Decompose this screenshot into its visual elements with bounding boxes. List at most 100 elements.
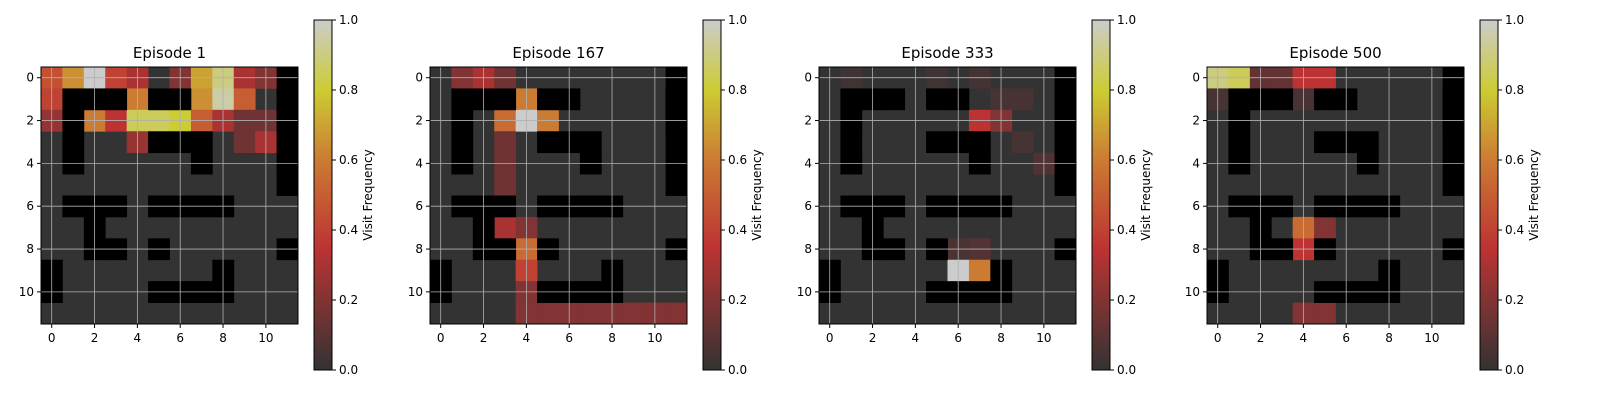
- colorbar-tick-label: 0.6: [728, 153, 747, 167]
- panel-4: Episode 500 0 2 4 6 8 10 0 2 4 6 8 10 0.0 0.2 0.4 0.6 0.8…: [1185, 13, 1541, 377]
- x-tick-label: 8: [997, 331, 1005, 345]
- colorbar-label: Visit Frequency: [361, 149, 375, 240]
- x-tick-label: 8: [608, 331, 616, 345]
- x-tick-label: 8: [1385, 331, 1393, 345]
- colorbar-tick-label: 0.6: [1117, 153, 1136, 167]
- maze-wall: [190, 131, 213, 154]
- y-tick-label: 4: [415, 156, 423, 170]
- colorbar-label: Visit Frequency: [1527, 149, 1541, 240]
- maze-wall: [62, 88, 85, 111]
- axes-frame: [1206, 66, 1465, 325]
- panel-2: Episode 167 0 2 4 6 8 10 0 2 4 6 8 10 0.0 0.2 0.4 0.6 0.8…: [408, 13, 764, 377]
- colorbar: 0.0 0.2 0.4 0.6 0.8 1.0 Visit Frequency: [1091, 13, 1153, 377]
- maze-wall: [1054, 131, 1077, 154]
- y-tick-label: 6: [1192, 199, 1200, 213]
- colorbar: 0.0 0.2 0.4 0.6 0.8 1.0 Visit Frequency: [702, 13, 764, 377]
- y-tick-label: 10: [19, 285, 34, 299]
- maze-wall: [276, 88, 299, 111]
- maze-wall: [968, 131, 991, 154]
- x-tick-label: 0: [48, 331, 56, 345]
- colorbar-tick-label: 1.0: [728, 13, 747, 27]
- maze-wall: [1054, 88, 1077, 111]
- colorbar-tick-label: 0.0: [728, 363, 747, 377]
- y-tick-label: 4: [1192, 156, 1200, 170]
- colorbar-tick-label: 0.0: [1117, 363, 1136, 377]
- panel-title: Episode 167: [512, 44, 604, 62]
- heat-cell: [968, 259, 991, 282]
- maze-wall: [276, 174, 299, 196]
- y-tick-label: 2: [804, 114, 812, 128]
- maze-wall: [926, 131, 948, 154]
- x-tick-label: 2: [1257, 331, 1265, 345]
- heat-cell: [1314, 302, 1336, 325]
- colorbar-gradient: [1479, 19, 1499, 371]
- maze-wall: [665, 131, 688, 154]
- maze-wall: [148, 88, 170, 111]
- y-tick-label: 0: [26, 71, 34, 85]
- x-tick-label: 4: [523, 331, 531, 345]
- colorbar-tick-label: 0.4: [1117, 223, 1136, 237]
- maze-wall: [451, 131, 474, 154]
- y-tick-label: 2: [415, 114, 423, 128]
- colorbar-tick-label: 0.2: [339, 293, 358, 307]
- x-tick-label: 4: [134, 331, 142, 345]
- colorbar-gradient: [1091, 19, 1111, 371]
- axes-frame: [818, 66, 1077, 325]
- y-tick-label: 10: [408, 285, 423, 299]
- heat-cell: [665, 302, 688, 325]
- colorbar-tick-label: 0.2: [728, 293, 747, 307]
- x-tick-label: 6: [565, 331, 573, 345]
- y-tick-label: 2: [1192, 114, 1200, 128]
- colorbar-tick-label: 1.0: [1117, 13, 1136, 27]
- heat-cell: [494, 131, 517, 154]
- colorbar-tick-label: 0.8: [1117, 83, 1136, 97]
- heat-cell: [233, 131, 256, 154]
- x-tick-label: 2: [869, 331, 877, 345]
- x-tick-label: 10: [1036, 331, 1051, 345]
- maze-wall: [840, 131, 863, 154]
- heat-cell: [494, 174, 517, 196]
- x-tick-label: 6: [954, 331, 962, 345]
- y-tick-label: 0: [415, 71, 423, 85]
- maze-wall: [1314, 88, 1336, 111]
- colorbar-tick-label: 0.0: [339, 363, 358, 377]
- colorbar-label: Visit Frequency: [750, 149, 764, 240]
- y-tick-label: 10: [1185, 285, 1200, 299]
- maze-wall: [62, 131, 85, 154]
- x-tick-label: 2: [91, 331, 99, 345]
- heat-cell: [1011, 88, 1034, 111]
- y-tick-label: 6: [804, 199, 812, 213]
- heat-cell: [1011, 131, 1034, 154]
- maze-wall: [1271, 88, 1294, 111]
- colorbar-gradient: [702, 19, 722, 371]
- colorbar-tick-label: 0.2: [1117, 293, 1136, 307]
- x-tick-label: 6: [1342, 331, 1350, 345]
- maze-wall: [537, 131, 559, 154]
- maze-wall: [105, 88, 128, 111]
- y-tick-label: 2: [26, 114, 34, 128]
- maze-wall: [148, 131, 170, 154]
- x-tick-label: 0: [1214, 331, 1222, 345]
- colorbar-gradient: [313, 19, 333, 371]
- maze-wall: [665, 174, 688, 196]
- colorbar-tick-label: 0.6: [339, 153, 358, 167]
- maze-wall: [883, 88, 906, 111]
- maze-wall: [494, 88, 517, 111]
- colorbar-tick-label: 1.0: [1505, 13, 1524, 27]
- y-tick-label: 0: [1192, 71, 1200, 85]
- colorbar-tick-label: 0.0: [1505, 363, 1524, 377]
- axes-frame: [429, 66, 688, 325]
- heat-cell: [622, 302, 645, 325]
- y-tick-label: 8: [26, 242, 34, 256]
- colorbar: 0.0 0.2 0.4 0.6 0.8 1.0 Visit Frequency: [313, 13, 375, 377]
- y-tick-label: 4: [26, 156, 34, 170]
- x-tick-label: 4: [912, 331, 920, 345]
- x-tick-label: 0: [437, 331, 445, 345]
- panel-1: Episode 1 0 2 4 6 8 10 0 2 4 6 8 10 0.0 0.2 0.4 0.6 0.8 1.…: [19, 13, 375, 377]
- colorbar-tick-label: 0.4: [1505, 223, 1524, 237]
- maze-wall: [1442, 174, 1465, 196]
- y-tick-label: 8: [804, 242, 812, 256]
- maze-wall: [1228, 88, 1251, 111]
- maze-wall: [1442, 131, 1465, 154]
- maze-wall: [451, 88, 474, 111]
